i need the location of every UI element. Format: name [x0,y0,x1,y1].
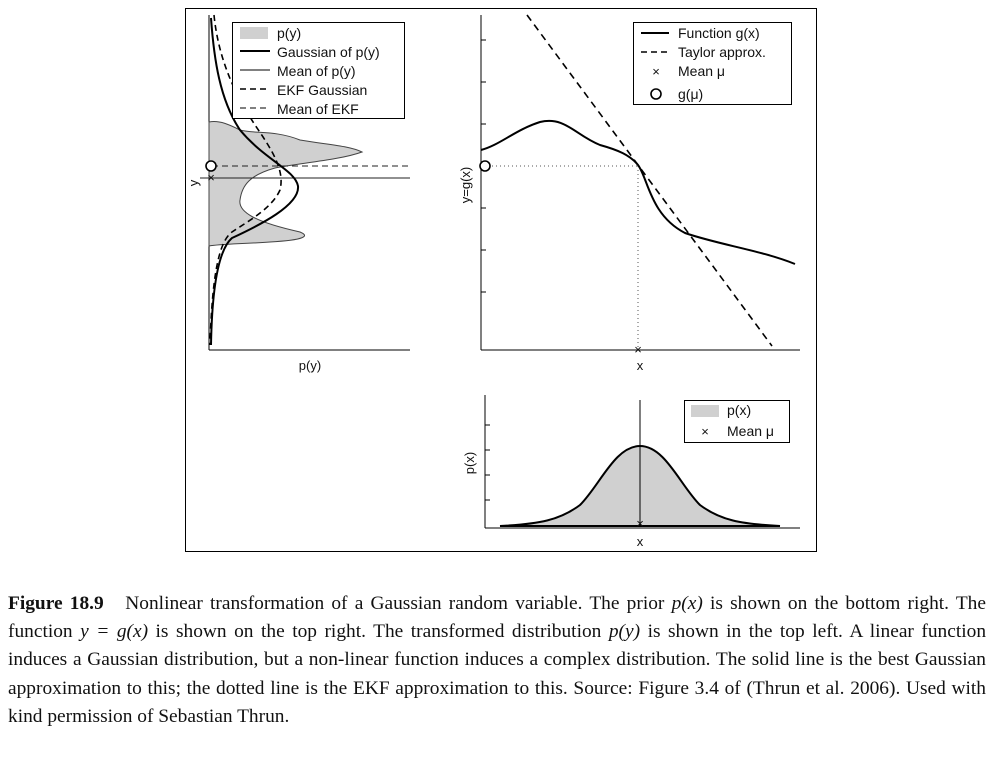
gx-ylabel: y=g(x) [458,167,473,203]
py-legend-label-1: Gaussian of p(y) [277,44,380,60]
py-legend-label-2: Mean of p(y) [277,63,356,79]
px-legend-label-1: Mean μ [727,423,774,439]
gx-xlabel: x [637,358,644,373]
py-gaussian-curve [210,17,300,346]
py-density-area [208,121,364,247]
gx-legend-label-1: Taylor approx. [678,44,766,60]
panel-py: p(y) y × p(y) Gaussian of p(y) Mean of p… [186,14,410,373]
py-legend: p(y) Gaussian of p(y) Mean of p(y) EKF G… [232,22,405,119]
gx-legend: × Function g(x) Taylor approx. Mean μ g(… [633,22,792,105]
px-legend: × p(x) Mean μ [684,400,790,443]
py-legend-label-0: p(y) [277,25,301,41]
py-xlabel: p(y) [299,358,321,373]
px-ylabel: p(x) [462,452,477,474]
gx-legend-label-2: Mean μ [678,63,725,79]
caption-text-3: is shown on the top right. The transform… [148,621,609,643]
figure-caption: Figure 18.9 Nonlinear transformation of … [8,590,986,731]
px-legend-box [684,400,790,443]
gx-legend-swatch-mean: × [652,64,660,79]
panel-px: x p(x) × × p(x) Mean μ [462,395,800,549]
gx-mean-marker: × [634,342,642,357]
gx-g-mu-marker [479,160,491,172]
py-legend-label-4: Mean of EKF [277,101,359,117]
px-legend-swatch-area [691,405,719,417]
caption-label: Figure 18.9 [8,593,104,614]
gx-taylor-line [526,14,773,347]
px-legend-swatch-mean: × [701,424,709,439]
py-mean-marker: × [207,170,215,185]
caption-math-1: p(x) [671,593,703,614]
gx-legend-label-3: g(μ) [678,86,703,102]
gx-function-curve [480,119,796,265]
caption-math-3: p(y) [608,621,641,643]
gx-legend-label-0: Function g(x) [678,25,760,41]
panel-gx: x y=g(x) × × Function g(x) Taylor approx… [458,14,800,373]
py-legend-swatch-area [240,27,268,39]
px-legend-label-0: p(x) [727,402,751,418]
caption-text-2: is shown on the bottom right. The functi… [8,593,986,643]
caption-text-4: is shown in the top left. A linear funct… [8,621,987,727]
px-mean-marker: × [636,516,644,531]
figure-canvas: p(y) y × p(y) Gaussian of p(y) Mean of p… [185,8,817,552]
py-ylabel: y [186,179,201,186]
px-y-ticks [485,424,490,501]
py-g-mu-marker [205,160,217,172]
px-xlabel: x [637,534,644,549]
caption-math-2: y = g(x) [80,621,149,643]
figure-frame [185,8,817,552]
py-legend-label-3: EKF Gaussian [277,82,367,98]
gx-legend-swatch-gmu [650,88,662,100]
caption-text-1: Nonlinear transformation of a Gaussian r… [125,593,672,614]
